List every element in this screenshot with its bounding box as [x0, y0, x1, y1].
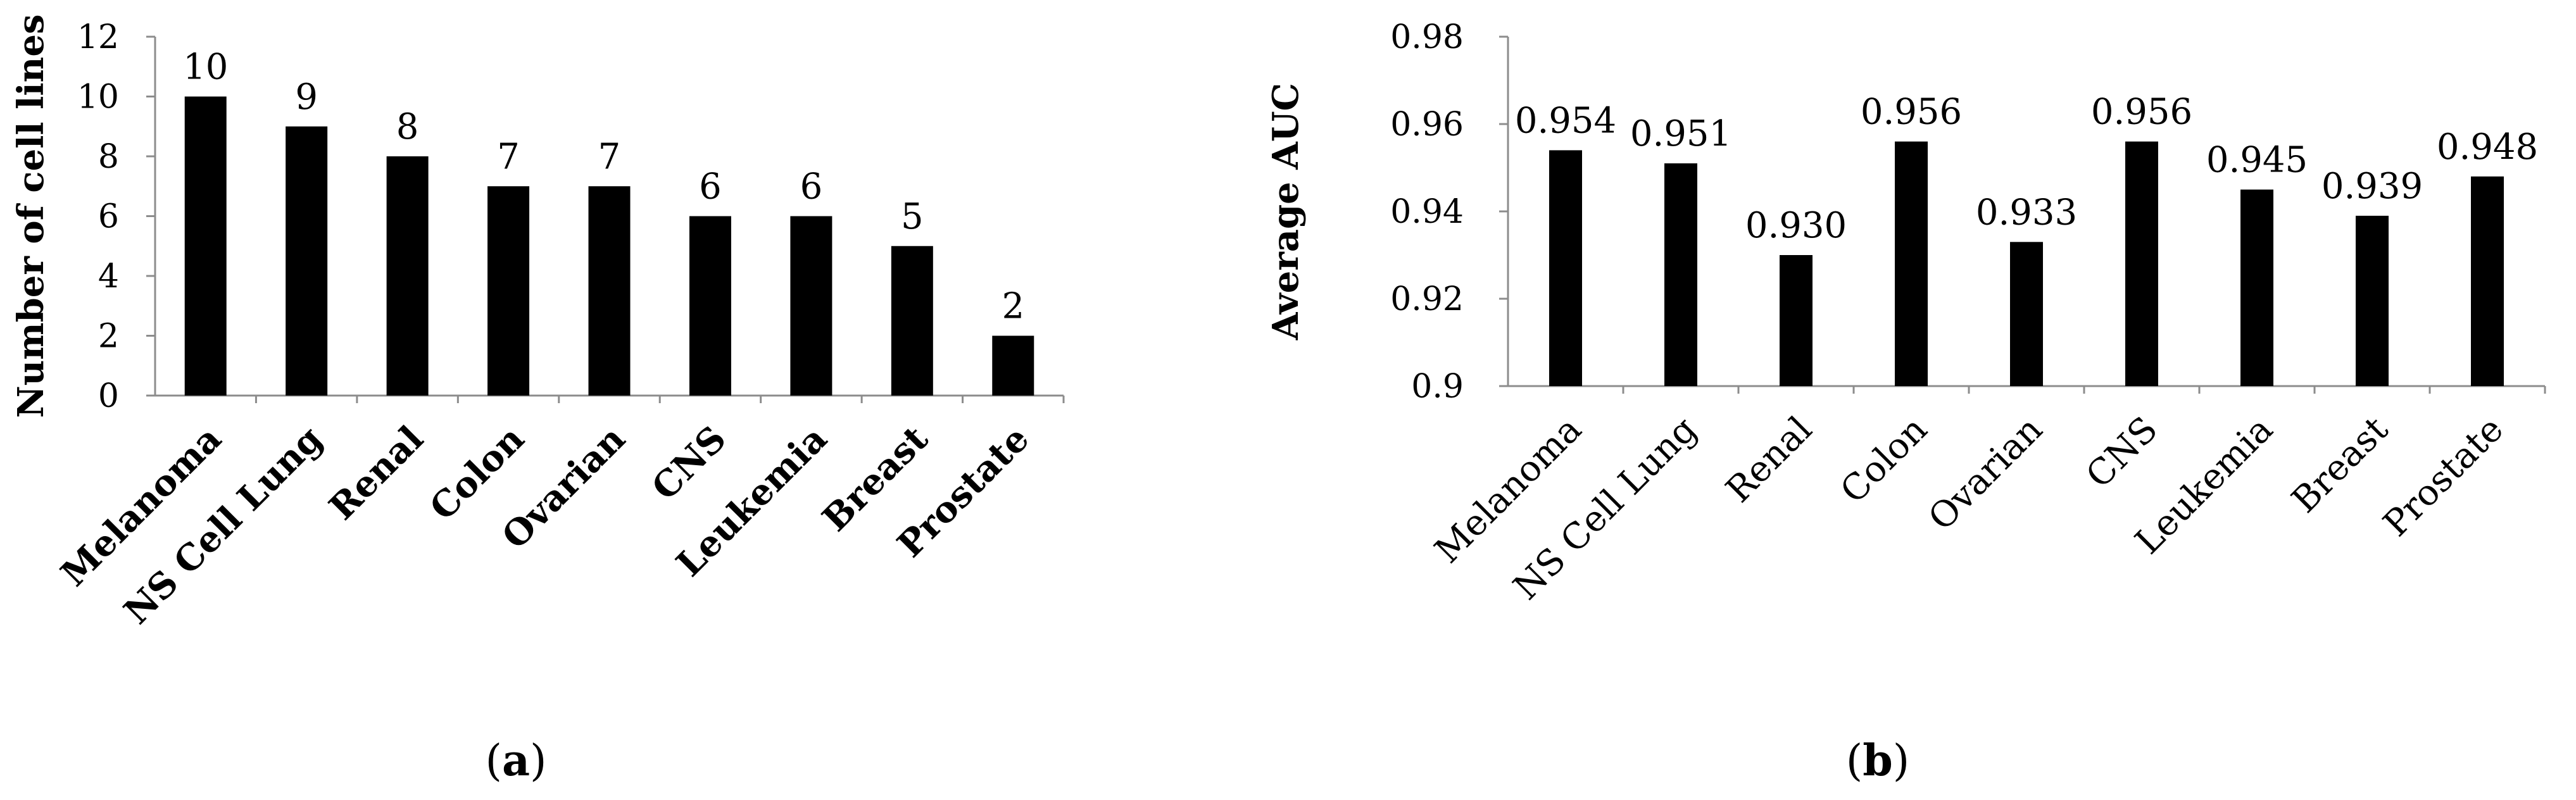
bar-value-label: 9 — [295, 77, 318, 118]
bar — [2356, 215, 2389, 386]
bar-value-label: 8 — [396, 106, 419, 147]
y-tick-label: 0 — [98, 377, 119, 415]
bar-value-label: 0.939 — [2322, 166, 2423, 207]
bar — [1549, 150, 1582, 386]
bar — [1895, 141, 1928, 386]
bar-value-label: 0.954 — [1515, 100, 1616, 141]
bar-value-label: 6 — [699, 166, 722, 208]
y-tick-label: 10 — [77, 78, 119, 116]
y-axis-title: Average AUC — [1265, 83, 1307, 341]
bar — [1780, 255, 1813, 386]
bar-value-label: 0.945 — [2206, 140, 2308, 181]
bar-value-label: 5 — [901, 196, 924, 237]
panel-label: (a) — [485, 735, 546, 786]
bar — [2240, 189, 2273, 386]
bar-value-label: 10 — [183, 47, 228, 88]
x-category-label: Ovarian — [1921, 409, 2051, 539]
bar — [487, 186, 530, 396]
y-tick-label: 0.9 — [1411, 368, 1464, 406]
y-tick-label: 0.94 — [1390, 193, 1464, 231]
y-tick-label: 0.98 — [1390, 18, 1464, 56]
y-tick-label: 0.96 — [1390, 106, 1464, 144]
y-tick-label: 0.92 — [1390, 280, 1464, 318]
x-category-label: Breast — [2284, 409, 2397, 522]
bar — [1664, 163, 1697, 386]
x-category-label: Renal — [1718, 409, 1820, 511]
bar — [2471, 176, 2504, 386]
bar — [2125, 141, 2158, 386]
bar-value-label: 7 — [598, 136, 621, 177]
y-tick-label: 2 — [98, 318, 119, 356]
bar-value-label: 0.930 — [1745, 205, 1847, 246]
panel-label: (b) — [1846, 735, 1910, 786]
bar — [386, 156, 429, 396]
y-tick-label: 4 — [98, 258, 119, 296]
x-category-label: Prostate — [2375, 409, 2511, 545]
bar — [2010, 242, 2043, 386]
bar — [689, 216, 731, 396]
y-tick-label: 6 — [98, 198, 119, 236]
bar — [992, 335, 1034, 396]
y-tick-label: 12 — [77, 18, 119, 56]
x-category-label: Renal — [321, 418, 431, 528]
bar — [588, 186, 631, 396]
x-category-label: Colon — [1833, 409, 1935, 511]
bar-value-label: 0.956 — [2091, 92, 2192, 133]
bar-value-label: 0.948 — [2437, 127, 2538, 168]
y-tick-label: 8 — [98, 138, 119, 176]
bar-value-label: 0.951 — [1630, 113, 1731, 154]
x-category-label: CNS — [644, 418, 734, 508]
bar — [184, 96, 227, 396]
bar-value-label: 0.956 — [1861, 92, 1962, 133]
bar — [286, 126, 328, 396]
bar-value-label: 0.933 — [1976, 192, 2077, 233]
bar-value-label: 2 — [1002, 286, 1024, 327]
y-axis-title: Number of cell lines — [10, 14, 52, 418]
bar-value-label: 6 — [800, 166, 823, 208]
bar — [790, 216, 832, 396]
bar — [891, 246, 933, 396]
bar-value-label: 7 — [497, 136, 520, 177]
x-category-label: CNS — [2078, 409, 2166, 496]
chart-panel-b: 0.90.920.940.960.980.954Melanoma0.951NS … — [1265, 18, 2546, 786]
